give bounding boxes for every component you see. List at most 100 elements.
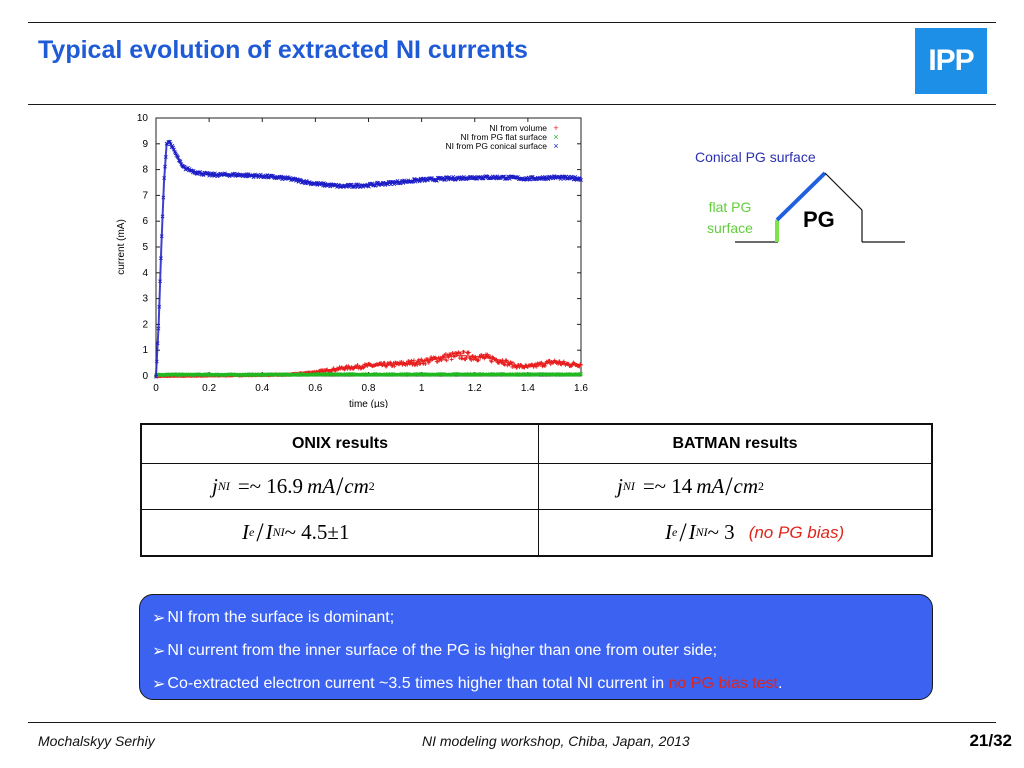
data-point-s3	[417, 179, 422, 184]
data-point-s1	[351, 366, 356, 371]
ipp-logo: IPP	[915, 28, 987, 94]
data-point-s1	[439, 357, 444, 362]
batman-current-density: j NI =~ 14 mA / cm 2	[538, 463, 933, 510]
data-point-s1	[416, 357, 421, 362]
x-tick-label: 0	[153, 383, 159, 394]
data-point-s1	[469, 357, 474, 362]
conical-surface-label: Conical PG surface	[695, 149, 816, 165]
data-point-s3	[155, 341, 160, 346]
bullet-item: ➢ Co-extracted electron current ~3.5 tim…	[152, 674, 783, 693]
data-point-s3	[385, 182, 389, 187]
data-point-s3	[162, 176, 167, 181]
y-axis-label: current (mA)	[116, 219, 127, 275]
data-point-s3	[172, 147, 176, 152]
data-point-s1	[539, 360, 544, 365]
title-divider	[28, 104, 996, 105]
data-point-s1	[461, 349, 466, 354]
data-point-s3	[168, 139, 172, 144]
conclusions-box: ➢ NI from the surface is dominant; ➢ NI …	[139, 594, 933, 700]
data-point-s1	[542, 363, 547, 368]
data-point-s1	[388, 360, 393, 365]
arrow-bullet-icon: ➢	[152, 609, 166, 627]
data-point-s1	[427, 359, 432, 364]
x-tick-label: 0.2	[202, 383, 216, 394]
x-tick-label: 0.6	[308, 383, 322, 394]
data-point-s1	[488, 358, 493, 363]
data-point-s1	[494, 357, 499, 362]
arrow-bullet-icon: ➢	[152, 675, 166, 693]
data-point-s3	[171, 145, 176, 150]
data-point-s1	[476, 358, 481, 363]
footer-event: NI modeling workshop, Chiba, Japan, 2013	[422, 733, 690, 749]
data-point-s1	[429, 355, 434, 360]
legend-label-2: NI from PG flat surface	[461, 132, 548, 142]
data-point-s3	[163, 155, 168, 159]
legend-marker-3: ×	[553, 141, 558, 151]
data-point-s3	[159, 234, 164, 239]
data-point-s1	[335, 367, 340, 372]
no-pg-bias-note: (no PG bias)	[748, 522, 845, 542]
data-point-s1	[514, 365, 519, 370]
flat-surface-label-line2: surface	[707, 220, 753, 236]
data-point-s3	[154, 374, 158, 379]
data-point-s3	[579, 178, 583, 182]
data-point-s2	[579, 372, 583, 376]
pg-geometry-diagram	[735, 171, 905, 243]
batman-header: BATMAN results	[538, 423, 933, 464]
data-point-s1	[342, 367, 347, 372]
bullet-item: ➢ NI current from the inner surface of t…	[152, 641, 718, 660]
arrow-bullet-icon: ➢	[152, 642, 166, 660]
data-point-s1	[460, 356, 465, 361]
data-point-s1	[473, 354, 478, 359]
data-point-s3	[375, 180, 380, 185]
y-tick-label: 2	[142, 319, 148, 330]
data-point-s1	[444, 358, 449, 363]
data-point-s1	[449, 357, 454, 362]
data-point-s1	[522, 365, 527, 370]
data-point-s3	[158, 256, 163, 261]
data-point-s1	[466, 350, 471, 355]
y-tick-label: 6	[142, 216, 148, 227]
y-tick-label: 0	[142, 371, 148, 382]
footer-divider	[28, 722, 996, 723]
data-point-s3	[163, 164, 167, 169]
pg-label: PG	[803, 207, 835, 232]
current-evolution-chart: 0 0.2 0.4 0.6 0.8 1 1.2 1.4 1.6 0 1 2 3 4 5 6 7 8 9 10 time …	[116, 113, 588, 408]
data-point-s3	[157, 304, 162, 309]
y-tick-label: 7	[142, 190, 148, 201]
page-number: 21/32	[969, 731, 1012, 750]
conical-surface-line	[775, 171, 827, 222]
data-point-s1	[479, 352, 484, 357]
data-point-s1	[438, 355, 443, 360]
data-point-s3	[156, 326, 161, 331]
legend-label-1: NI from volume	[489, 123, 547, 133]
data-point-s1	[561, 359, 566, 364]
data-point-s1	[508, 360, 513, 365]
data-point-s3	[176, 155, 181, 160]
data-point-s1	[490, 355, 495, 360]
data-point-s1	[488, 354, 493, 359]
onix-header: ONIX results	[140, 423, 539, 464]
y-tick-label: 1	[142, 345, 148, 356]
top-divider	[28, 22, 996, 23]
data-point-s1	[502, 362, 507, 367]
data-point-s3	[158, 279, 163, 284]
data-point-s3	[154, 359, 159, 364]
data-point-s1	[557, 359, 562, 364]
data-point-s1	[502, 362, 507, 367]
data-point-s3	[161, 195, 166, 200]
data-point-s1	[361, 365, 366, 370]
results-table: ONIX results BATMAN results j NI =~ 16.9 …	[140, 423, 933, 557]
data-point-s1	[434, 356, 439, 361]
data-point-s1	[542, 363, 547, 368]
data-point-s1	[579, 362, 583, 367]
data-point-s1	[467, 355, 472, 360]
legend-marker-1: +	[553, 123, 558, 133]
data-point-s1	[415, 362, 420, 367]
y-tick-label: 8	[142, 165, 148, 176]
data-point-s1	[409, 358, 414, 363]
data-point-s1	[458, 351, 463, 356]
